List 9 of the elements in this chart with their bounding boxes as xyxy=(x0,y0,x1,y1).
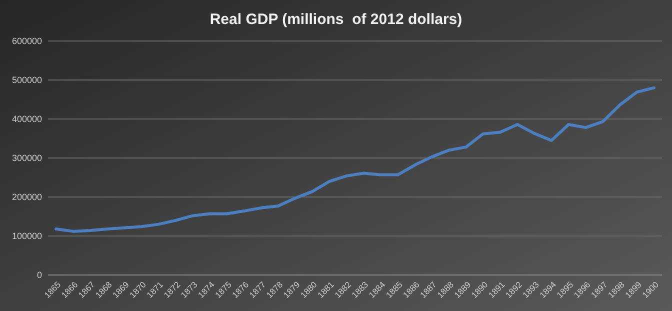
y-tick-label: 200000 xyxy=(12,192,42,202)
y-tick-label: 400000 xyxy=(12,114,42,124)
y-tick-label: 0 xyxy=(36,270,42,280)
line-series xyxy=(54,86,656,233)
y-tick-label: 300000 xyxy=(12,153,42,164)
y-tick-label: 500000 xyxy=(12,75,42,86)
y-tick-label: 600000 xyxy=(12,36,42,46)
y-tick-label: 100000 xyxy=(12,231,42,242)
chart-title: Real GDP (millions of 2012 dollars) xyxy=(210,11,462,28)
